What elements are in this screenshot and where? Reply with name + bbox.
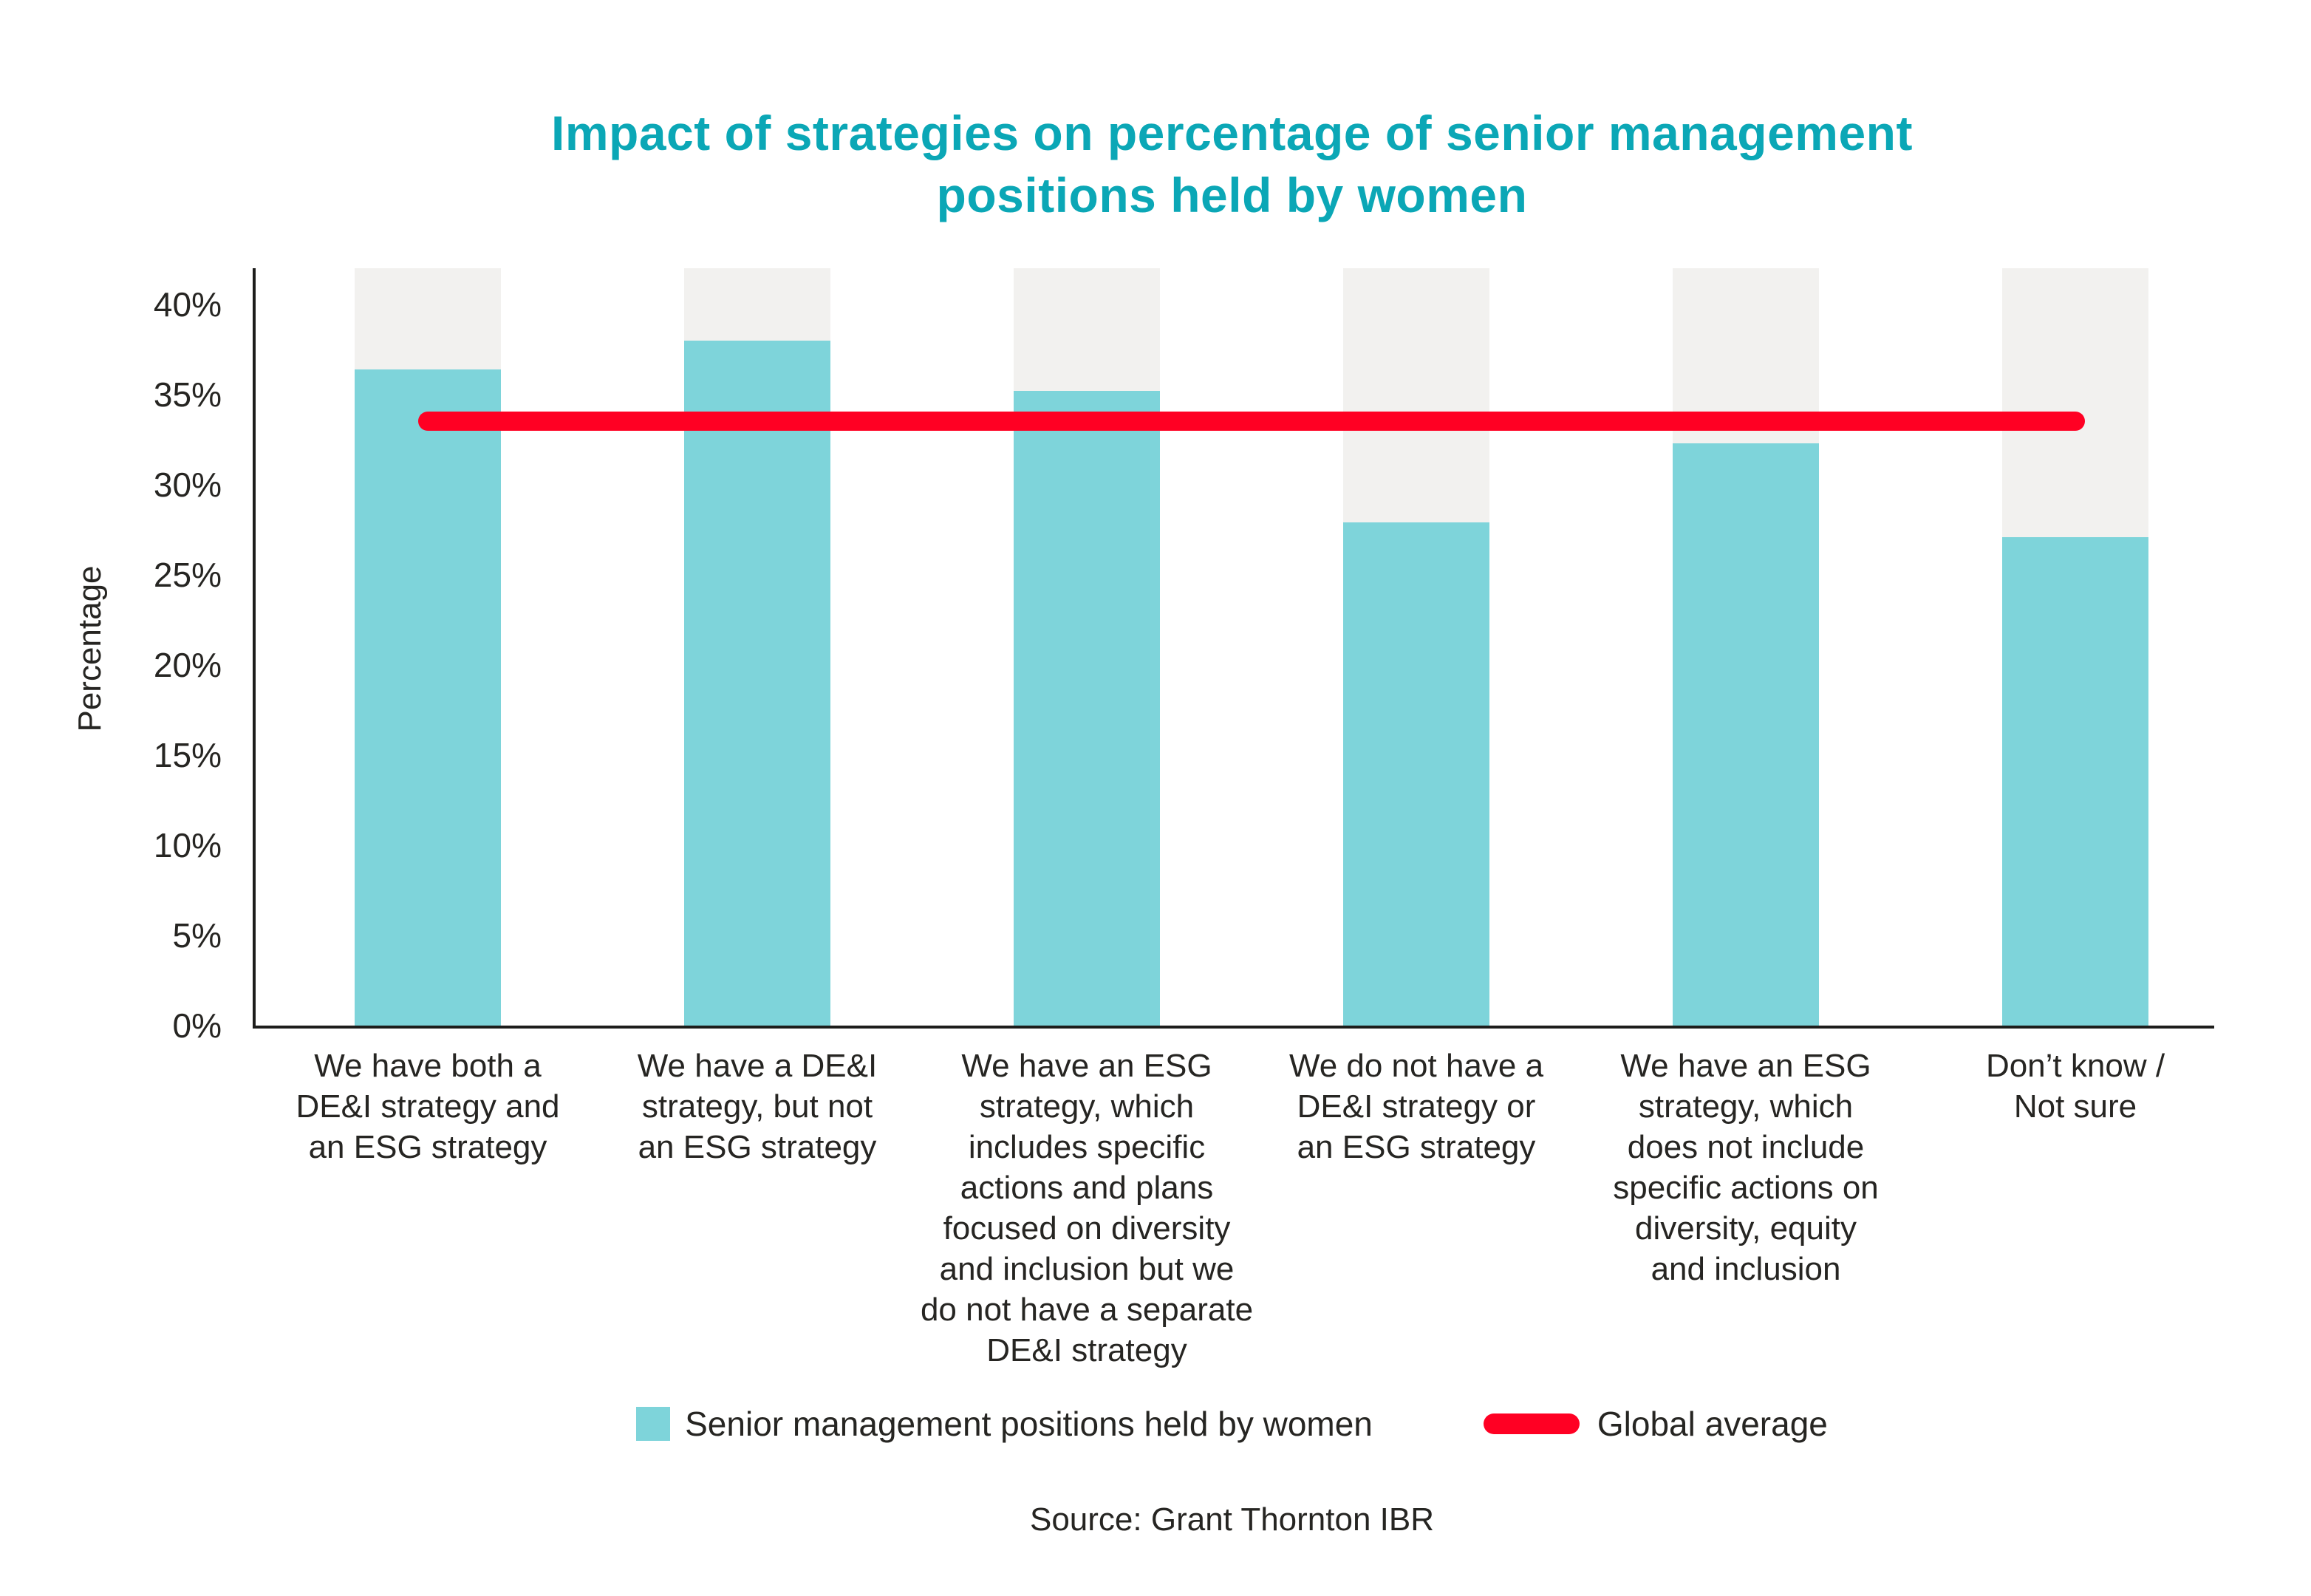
legend-bar-swatch [636,1407,671,1441]
x-category-label: We do not have a DE&I strategy or an ESG… [1288,1048,1544,1165]
bar-senior-management-women [2002,536,2148,1026]
bar-senior-management-women [684,340,830,1026]
x-category-label: We have a DE&I strategy, but not an ESG … [637,1048,878,1165]
y-tick-label: 15% [153,735,222,774]
y-tick-label: 5% [172,915,222,955]
chart-title: Impact of strategies on percentage of se… [253,102,2211,226]
bar-senior-management-women [1014,390,1160,1026]
y-tick-label: 10% [153,825,222,864]
legend-bar-label: Senior management positions held by wome… [685,1405,1373,1443]
legend-average-label: Global average [1597,1405,1828,1443]
source-note: Source: Grant Thornton IBR [1029,1501,1434,1538]
y-tick-label: 30% [153,465,222,504]
x-category-label: We have an ESG strategy, which includes … [920,1048,1254,1368]
legend: Senior management positions held by wome… [253,1406,2211,1442]
chart-title-line-1: Impact of strategies on percentage of se… [551,106,1913,160]
plot-area [253,268,2214,1029]
legend-average-line-swatch [1483,1413,1580,1434]
chart-title-line-2: positions held by women [936,168,1528,222]
x-category-label: Don’t know / Not sure [1985,1048,2165,1125]
y-tick-label: 40% [153,284,222,324]
y-tick-label: 20% [153,645,222,684]
bar-senior-management-women [1343,522,1489,1026]
x-category-label: We have an ESG strategy, which does not … [1613,1048,1879,1287]
y-tick-label: 35% [153,375,222,414]
x-category-label: We have both a DE&I strategy and an ESG … [296,1048,560,1165]
bar-senior-management-women [1673,443,1819,1026]
y-tick-label: 25% [153,555,222,594]
global-average-line [418,412,2085,432]
y-tick-label: 0% [172,1006,222,1045]
bar-senior-management-women [355,369,501,1026]
